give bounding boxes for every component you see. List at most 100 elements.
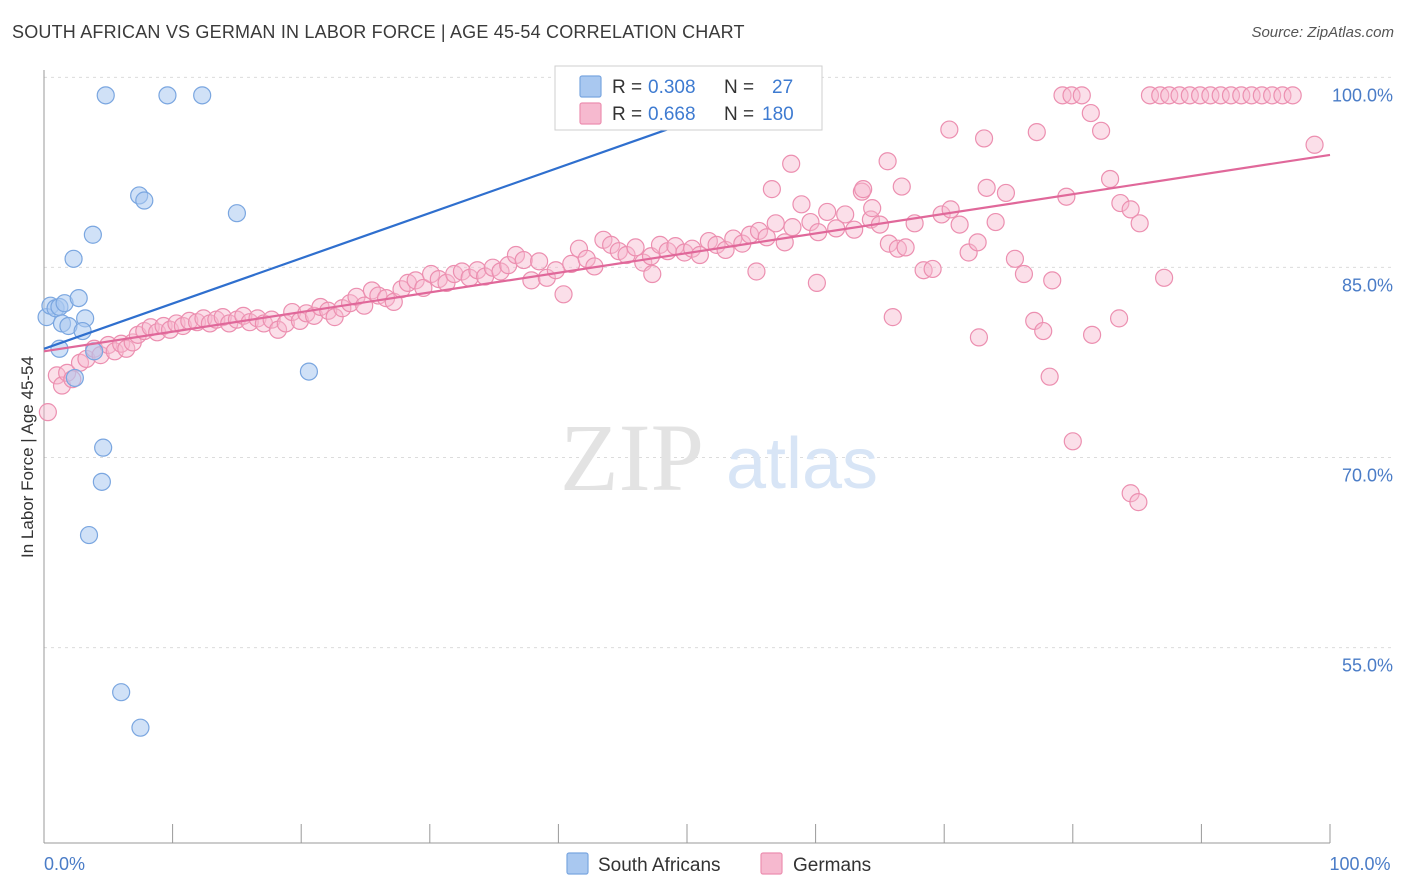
y-tick-label-3: 55.0% (1342, 656, 1393, 676)
point-south-africans-17 (158, 86, 177, 105)
y-tick-label-1: 85.0% (1342, 275, 1393, 295)
watermark-atlas: atlas (726, 424, 878, 504)
point-south-africans-14 (92, 472, 111, 491)
point-germans-148 (1221, 86, 1241, 105)
point-germans-162 (863, 199, 882, 218)
point-germans-73 (554, 285, 573, 304)
point-germans-121 (959, 243, 978, 262)
legend-top: R = 0.308 N = 27 R = 0.668 N = 180 (554, 65, 823, 131)
point-germans-166 (1063, 432, 1082, 451)
point-south-africans-12 (65, 368, 84, 388)
point-south-africans-22 (83, 225, 102, 244)
point-germans-120 (950, 215, 969, 234)
point-germans-161 (854, 180, 873, 199)
point-germans-142 (1160, 86, 1179, 105)
point-germans-72 (546, 261, 565, 280)
point-germans-176 (883, 308, 902, 327)
bottom-legend-label-germans: Germans (793, 855, 871, 876)
point-germans-153 (1273, 86, 1292, 105)
point-south-africans-21 (227, 204, 246, 223)
point-germans-107 (836, 205, 855, 224)
legend-r-value-0: 0.308 (648, 77, 696, 98)
point-germans-113 (888, 239, 908, 258)
legend-n-value-0: 27 (772, 77, 793, 98)
point-germans-154 (1283, 86, 1302, 105)
series-south-africans-points (37, 86, 757, 737)
legend-n-value-1: 180 (762, 104, 794, 125)
point-germans-103 (801, 212, 820, 232)
point-south-africans-20 (135, 191, 154, 210)
point-germans-140 (1140, 86, 1160, 105)
point-south-africans-16 (96, 86, 115, 105)
point-germans-145 (1191, 86, 1210, 105)
point-germans-171 (1082, 325, 1102, 344)
watermark: ZIP atlas (560, 404, 878, 511)
point-south-africans-23 (64, 249, 83, 268)
point-south-africans-18 (193, 86, 212, 105)
point-germans-163 (762, 180, 781, 199)
point-germans-127 (1014, 264, 1034, 284)
point-south-africans-15 (79, 525, 99, 545)
point-germans-119 (941, 200, 960, 219)
point-germans-146 (1201, 86, 1220, 105)
point-germans-105 (818, 202, 837, 222)
point-germans-128 (1025, 311, 1044, 331)
x-tick-label-1: 100.0% (1329, 854, 1390, 874)
trend-line-south-africans (43, 94, 765, 350)
legend-n-label-1: N = (724, 104, 754, 125)
point-germans-101 (783, 218, 802, 237)
y-tick-labels: 100.0% 85.0% 70.0% 55.0% (1332, 85, 1393, 675)
point-south-africans-26 (131, 718, 150, 737)
legend-r-label-0: R = (612, 77, 642, 98)
point-south-africans-24 (299, 362, 319, 381)
point-germans-70 (530, 252, 549, 271)
point-germans-68 (514, 250, 533, 270)
grid-lines (44, 76, 1392, 649)
point-germans-82 (626, 238, 645, 257)
point-germans-76 (577, 249, 596, 268)
point-germans-150 (1242, 86, 1261, 105)
point-germans-165 (1040, 367, 1059, 386)
bottom-legend-label-south-africans: South Africans (598, 855, 721, 876)
point-germans-177 (1305, 135, 1324, 154)
point-germans-99 (766, 214, 785, 233)
x-tick-label-0: 0.0% (44, 854, 85, 874)
point-germans-147 (1211, 86, 1230, 105)
point-germans-124 (986, 212, 1005, 232)
point-germans-0 (38, 403, 57, 422)
point-germans-75 (569, 239, 589, 258)
point-germans-144 (1180, 86, 1199, 105)
point-south-africans-13 (94, 438, 113, 457)
point-germans-125 (996, 183, 1016, 203)
bottom-legend-swatch-germans (760, 852, 783, 875)
point-south-africans-9 (73, 321, 92, 341)
point-germans-130 (1043, 271, 1062, 290)
point-germans-158 (878, 152, 897, 171)
point-germans-172 (969, 328, 989, 347)
y-tick-label-0: 100.0% (1332, 85, 1393, 105)
point-germans-157 (974, 129, 994, 148)
chart-title: SOUTH AFRICAN VS GERMAN IN LABOR FORCE |… (12, 22, 745, 42)
legend-bottom: South Africans Germans (566, 852, 871, 876)
point-germans-134 (1081, 103, 1100, 123)
point-south-africans-5 (69, 288, 88, 308)
point-germans-117 (923, 259, 942, 279)
point-germans-174 (747, 262, 766, 281)
legend-r-value-1: 0.668 (648, 104, 696, 125)
point-germans-132 (1062, 86, 1081, 105)
point-germans-160 (940, 120, 959, 139)
point-germans-126 (1005, 249, 1025, 268)
point-germans-151 (1252, 86, 1271, 105)
point-germans-102 (792, 195, 811, 214)
point-germans-175 (643, 264, 662, 284)
point-germans-159 (892, 177, 911, 196)
legend-r-label-1: R = (612, 104, 642, 125)
point-germans-108 (845, 220, 864, 239)
point-germans-173 (807, 273, 826, 292)
point-germans-129 (1034, 321, 1053, 341)
point-germans-10 (105, 342, 124, 361)
point-germans-122 (968, 233, 987, 252)
point-germans-136 (1100, 169, 1120, 189)
point-germans-138 (1121, 200, 1140, 219)
legend-swatch-south-africans (579, 75, 602, 98)
